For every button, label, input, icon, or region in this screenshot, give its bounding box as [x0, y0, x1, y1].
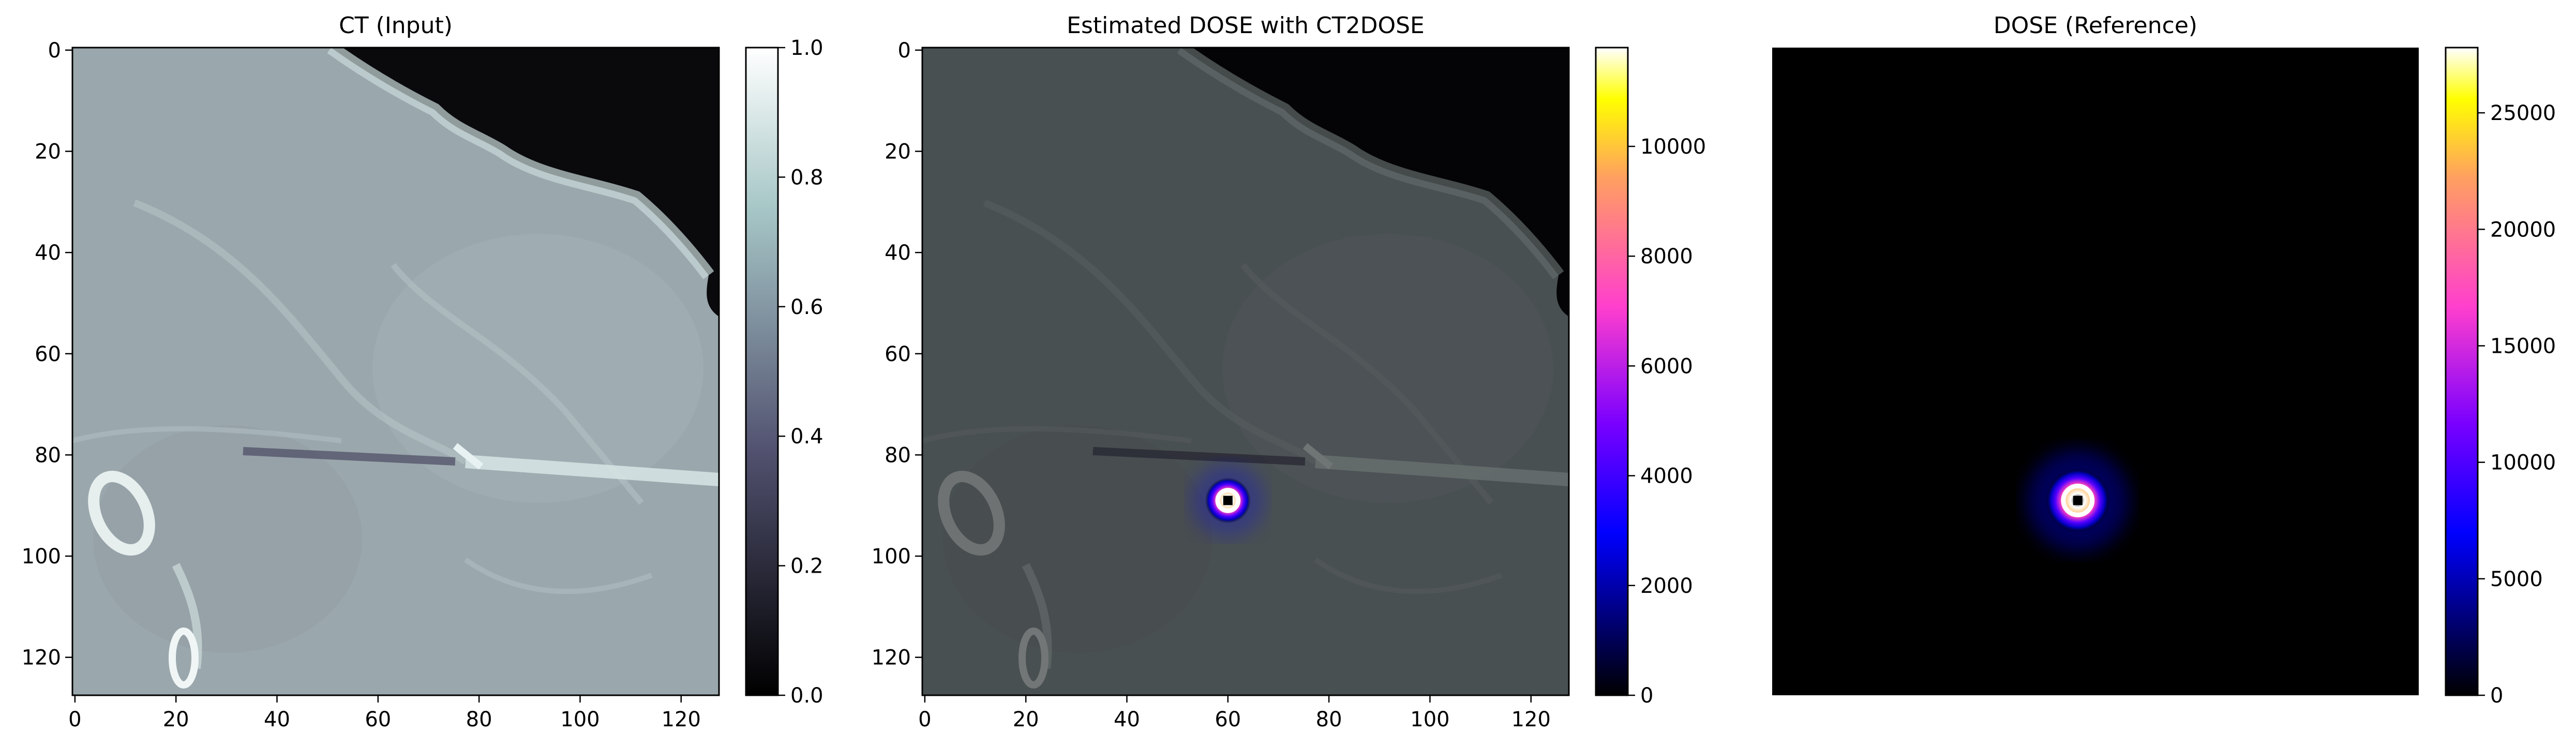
- dose-peak-ring: [2061, 484, 2095, 517]
- y-tick-label: 20: [35, 140, 61, 164]
- colorbar-tick-label: 0.2: [790, 555, 823, 578]
- plot-frame: [71, 47, 720, 696]
- colorbar: [746, 48, 778, 695]
- colorbar-tick-label: 0: [1640, 684, 1653, 708]
- colorbar-ticks: 0 2000 4000 6000 8000 10000: [1628, 135, 1706, 708]
- y-tick-label: 40: [885, 241, 911, 265]
- colorbar-tick-label: 10000: [2490, 451, 2556, 475]
- reference-dose-image: [1772, 48, 2419, 695]
- y-tick-label: 120: [22, 646, 61, 670]
- colorbar-tick-label: 0: [2490, 684, 2503, 708]
- dose-hotspot: [1191, 464, 1265, 537]
- y-tick-label: 40: [35, 241, 61, 265]
- x-tick-label: 60: [365, 708, 391, 731]
- colorbar-tick-label: 10000: [1640, 135, 1706, 159]
- panel-title: CT (Input): [339, 12, 453, 39]
- colorbar-tick-label: 20000: [2490, 218, 2556, 242]
- dose-peak-ring: [1215, 488, 1241, 513]
- x-tick-label: 0: [68, 708, 81, 731]
- y-tick-label: 20: [885, 140, 911, 164]
- colorbar: [2446, 48, 2478, 695]
- y-tick-label: 80: [35, 443, 61, 467]
- y-tick-label: 100: [872, 545, 911, 569]
- x-tick-label: 80: [1316, 708, 1342, 731]
- panel-reference-dose: DOSE (Reference) 0 5000 10000 15000 20000 250…: [1772, 12, 2556, 708]
- x-tick-label: 100: [560, 708, 600, 731]
- y-tick-label: 60: [35, 342, 61, 366]
- y-tick-label: 80: [885, 443, 911, 467]
- colorbar-tick-label: 2000: [1640, 574, 1693, 598]
- colorbar-tick-label: 0.0: [790, 684, 823, 708]
- colorbar-ticks: 0 5000 10000 15000 20000 25000: [2478, 101, 2556, 708]
- x-tick-label: 20: [163, 708, 189, 731]
- panel-estimated-dose: Estimated DOSE with CT2DOSE 0 20 40 60 80 100…: [872, 12, 1706, 731]
- x-tick-label: 40: [264, 708, 290, 731]
- panel-title: Estimated DOSE with CT2DOSE: [1067, 12, 1425, 39]
- colorbar-tick-label: 4000: [1640, 465, 1693, 488]
- x-tick-label: 20: [1013, 708, 1039, 731]
- dose-center: [2073, 496, 2083, 505]
- x-tick-label: 40: [1114, 708, 1140, 731]
- x-tick-label: 120: [662, 708, 701, 731]
- colorbar-ticks: 0.0 0.2 0.4 0.6 0.8 1.0: [778, 36, 823, 708]
- panel-ct-input: CT (Input) 0 20 40 60 80 100 120 0 20 40 60 80 100 1…: [22, 12, 823, 731]
- y-tick-label: 60: [885, 342, 911, 366]
- x-tick-label: 100: [1410, 708, 1449, 731]
- y-tick-label: 100: [22, 545, 61, 569]
- x-axis: 0 20 40 60 80 100 120: [68, 695, 701, 731]
- colorbar-tick-label: 6000: [1640, 354, 1693, 378]
- y-axis: 0 20 40 60 80 100 120: [22, 39, 72, 670]
- colorbar-tick-label: 25000: [2490, 101, 2556, 125]
- y-tick-label: 0: [898, 39, 911, 63]
- x-tick-label: 0: [918, 708, 931, 731]
- colorbar-tick-label: 8000: [1640, 245, 1693, 268]
- ct-image: [72, 48, 719, 695]
- x-tick-label: 120: [1511, 708, 1551, 731]
- y-tick-label: 0: [48, 39, 61, 63]
- colorbar: [1596, 48, 1628, 695]
- colorbar-tick-label: 0.4: [790, 425, 823, 449]
- x-tick-label: 60: [1215, 708, 1241, 731]
- panel-title: DOSE (Reference): [1994, 12, 2197, 39]
- colorbar-tick-label: 5000: [2490, 567, 2543, 591]
- colorbar-tick-label: 0.8: [790, 166, 823, 189]
- y-axis: 0 20 40 60 80 100 120: [872, 39, 922, 670]
- colorbar-tick-label: 15000: [2490, 334, 2556, 358]
- colorbar-tick-label: 1.0: [790, 36, 823, 60]
- x-tick-label: 80: [466, 708, 492, 731]
- plot-frame: [921, 47, 1570, 696]
- x-axis: 0 20 40 60 80 100 120: [918, 695, 1551, 731]
- y-tick-label: 120: [872, 646, 911, 670]
- dose-overlay-image: [922, 48, 1569, 695]
- dose-center: [1223, 496, 1233, 505]
- colorbar-tick-label: 0.6: [790, 295, 823, 319]
- dose-hotspot: [2026, 449, 2130, 552]
